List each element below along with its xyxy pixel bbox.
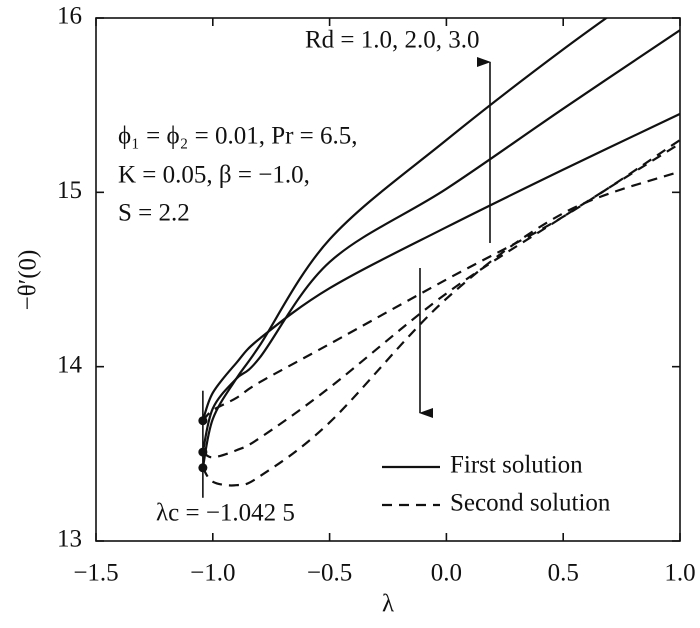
plot-frame (95, 17, 681, 542)
x-axis-label: λ (382, 591, 394, 618)
param-annotation: K = 0.05, β = −1.0, (118, 162, 310, 189)
critical-annotation: λc = −1.042 5 (156, 500, 295, 527)
series-line (201, 170, 680, 487)
legend-label: Second solution (450, 490, 611, 517)
series-line (201, 112, 680, 422)
param-annotation: ϕ₁ = ϕ₂ = 0.01, Pr = 6.5, (118, 123, 358, 150)
x-tick-label: 0.0 (431, 560, 462, 587)
legend-label: First solution (450, 452, 583, 479)
x-tick-label: −0.5 (307, 560, 352, 587)
rd-annotation: Rd = 1.0, 2.0, 3.0 (305, 27, 480, 54)
y-tick-label: 14 (57, 351, 83, 378)
param-annotation: S = 2.2 (118, 200, 190, 227)
x-tick-label: 0.5 (548, 560, 579, 587)
x-tick-label: −1.0 (190, 560, 235, 587)
series-line (202, 142, 680, 459)
critical-point (198, 463, 208, 473)
x-tick-label: 1.0 (664, 560, 695, 587)
critical-point (198, 416, 208, 426)
series-line (201, 18, 609, 468)
y-tick-label: 15 (57, 177, 82, 204)
x-tick-label: −1.5 (73, 560, 118, 587)
y-tick-label: 13 (57, 526, 82, 553)
y-tick-label: 16 (57, 3, 82, 30)
y-axis-label: −θ′(0) (15, 250, 42, 311)
plot-area (201, 18, 680, 487)
series-line (202, 139, 680, 422)
series-line (201, 29, 680, 453)
critical-point (198, 447, 208, 457)
